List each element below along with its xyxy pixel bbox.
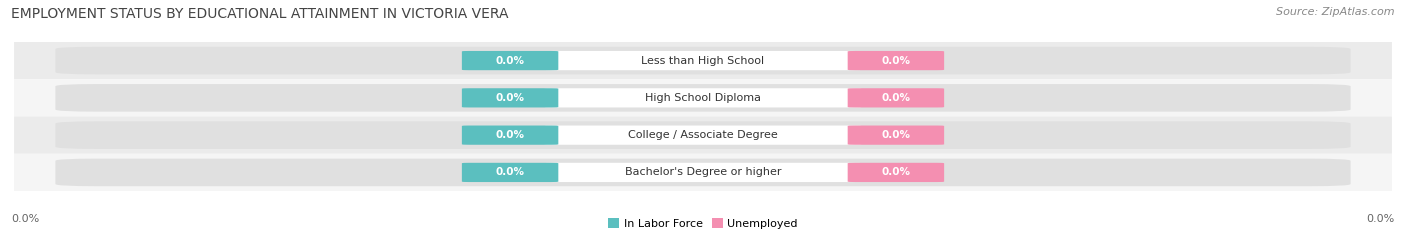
- FancyBboxPatch shape: [461, 126, 558, 145]
- Text: 0.0%: 0.0%: [495, 130, 524, 140]
- Text: 0.0%: 0.0%: [882, 168, 911, 177]
- FancyBboxPatch shape: [55, 84, 1351, 112]
- FancyBboxPatch shape: [14, 79, 1392, 116]
- FancyBboxPatch shape: [55, 47, 1351, 74]
- FancyBboxPatch shape: [461, 51, 558, 70]
- Text: EMPLOYMENT STATUS BY EDUCATIONAL ATTAINMENT IN VICTORIA VERA: EMPLOYMENT STATUS BY EDUCATIONAL ATTAINM…: [11, 7, 509, 21]
- FancyBboxPatch shape: [848, 51, 945, 70]
- FancyBboxPatch shape: [544, 88, 862, 107]
- Text: 0.0%: 0.0%: [495, 56, 524, 65]
- Text: 0.0%: 0.0%: [882, 130, 911, 140]
- FancyBboxPatch shape: [14, 42, 1392, 79]
- Text: Less than High School: Less than High School: [641, 56, 765, 65]
- FancyBboxPatch shape: [461, 163, 558, 182]
- FancyBboxPatch shape: [55, 159, 1351, 186]
- Text: High School Diploma: High School Diploma: [645, 93, 761, 103]
- FancyBboxPatch shape: [544, 163, 862, 182]
- Text: 0.0%: 0.0%: [882, 93, 911, 103]
- Text: 0.0%: 0.0%: [1367, 214, 1395, 224]
- Text: 0.0%: 0.0%: [495, 93, 524, 103]
- Text: 0.0%: 0.0%: [882, 56, 911, 65]
- FancyBboxPatch shape: [848, 126, 945, 145]
- Text: Bachelor's Degree or higher: Bachelor's Degree or higher: [624, 168, 782, 177]
- FancyBboxPatch shape: [848, 88, 945, 107]
- FancyBboxPatch shape: [544, 51, 862, 70]
- FancyBboxPatch shape: [14, 154, 1392, 191]
- FancyBboxPatch shape: [14, 116, 1392, 154]
- FancyBboxPatch shape: [544, 126, 862, 145]
- Text: Source: ZipAtlas.com: Source: ZipAtlas.com: [1277, 7, 1395, 17]
- Text: 0.0%: 0.0%: [495, 168, 524, 177]
- FancyBboxPatch shape: [461, 88, 558, 107]
- Text: 0.0%: 0.0%: [11, 214, 39, 224]
- FancyBboxPatch shape: [55, 121, 1351, 149]
- FancyBboxPatch shape: [848, 163, 945, 182]
- Legend: In Labor Force, Unemployed: In Labor Force, Unemployed: [603, 214, 803, 233]
- Text: College / Associate Degree: College / Associate Degree: [628, 130, 778, 140]
